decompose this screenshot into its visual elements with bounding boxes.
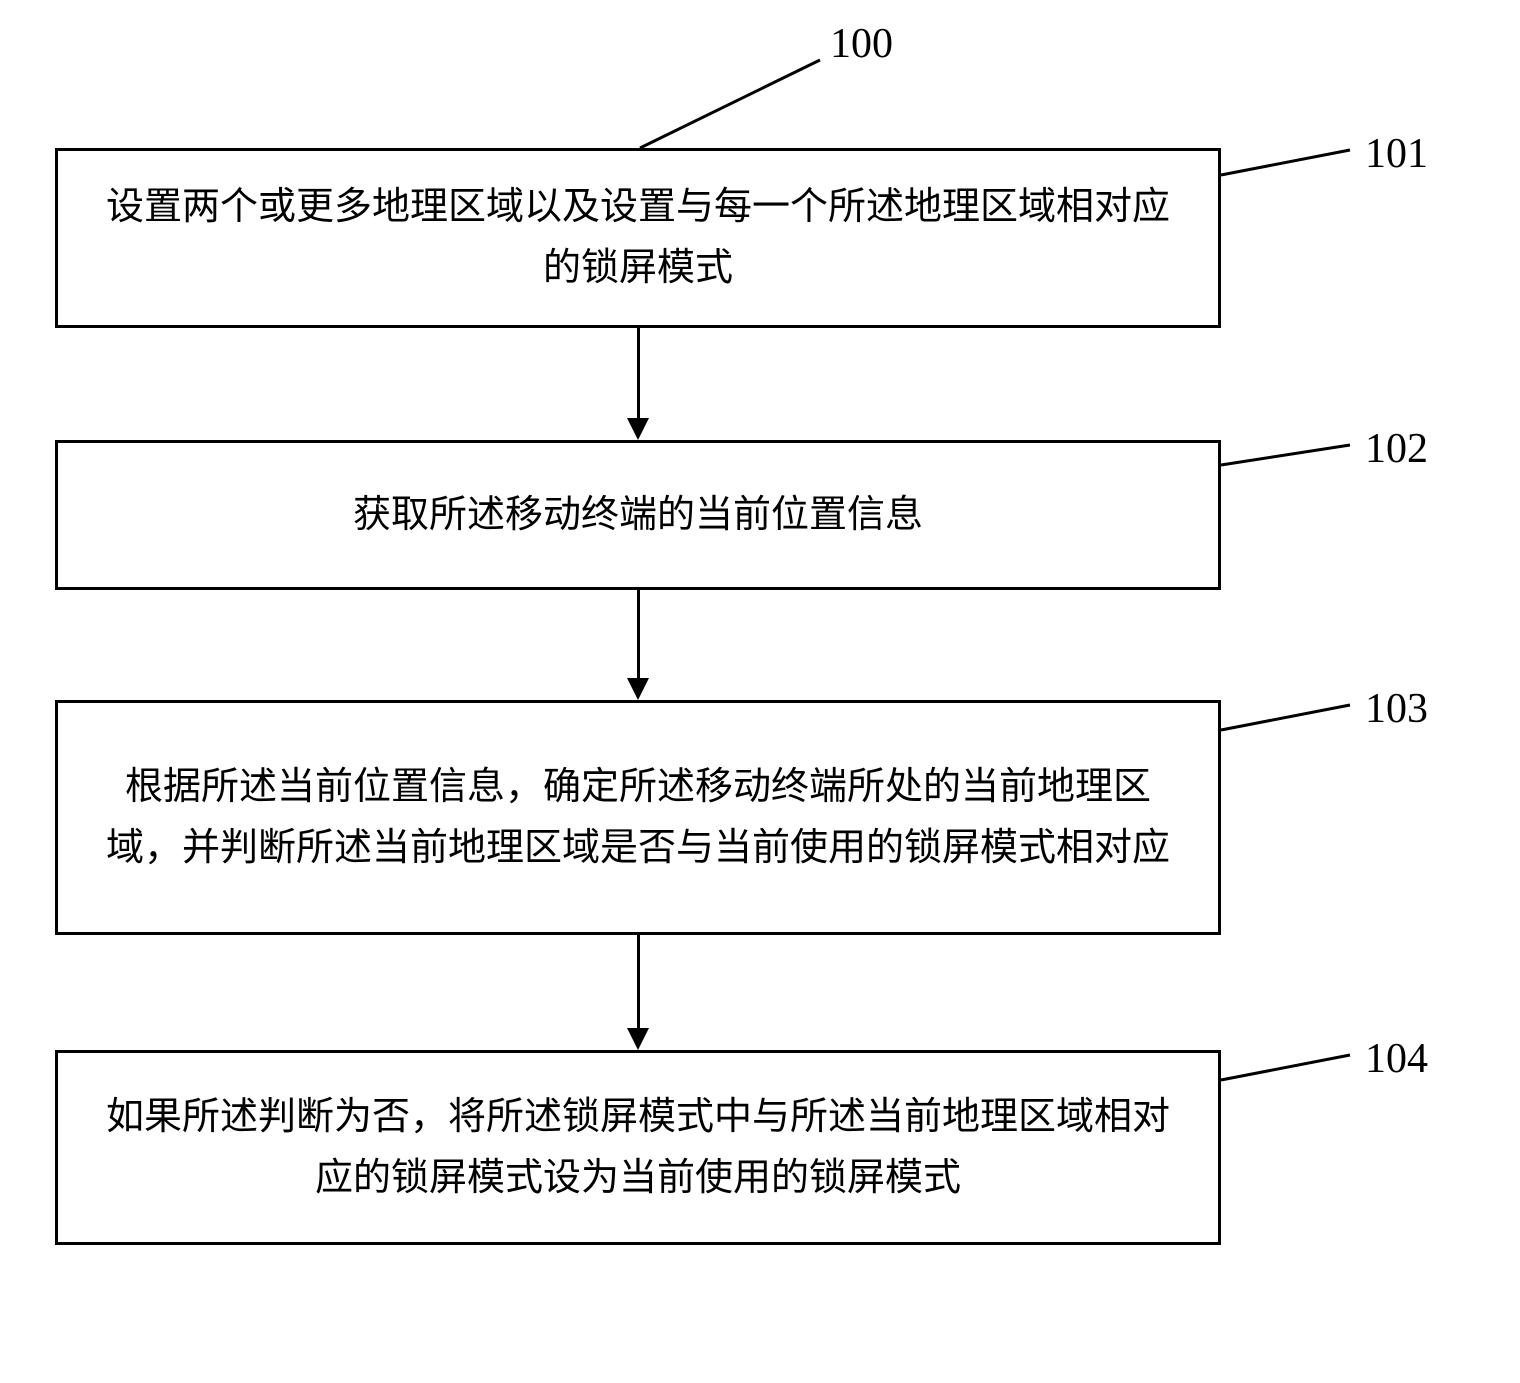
step-box-104: 如果所述判断为否，将所述锁屏模式中与所述当前地理区域相对应的锁屏模式设为当前使用… <box>55 1050 1221 1245</box>
step-text-102: 获取所述移动终端的当前位置信息 <box>353 485 923 546</box>
step-text-101: 设置两个或更多地理区域以及设置与每一个所述地理区域相对应的锁屏模式 <box>98 177 1178 299</box>
title-label-text: 100 <box>830 21 893 67</box>
title-label: 100 <box>830 20 893 68</box>
step-label-text-104: 104 <box>1365 1036 1428 1082</box>
step-text-103: 根据所述当前位置信息，确定所述移动终端所处的当前地理区域，并判断所述当前地理区域… <box>98 757 1178 879</box>
step-label-104: 104 <box>1365 1035 1428 1083</box>
step-text-104: 如果所述判断为否，将所述锁屏模式中与所述当前地理区域相对应的锁屏模式设为当前使用… <box>98 1087 1178 1209</box>
step-label-text-103: 103 <box>1365 686 1428 732</box>
step-label-text-101: 101 <box>1365 131 1428 177</box>
step-label-102: 102 <box>1365 425 1428 473</box>
step-box-103: 根据所述当前位置信息，确定所述移动终端所处的当前地理区域，并判断所述当前地理区域… <box>55 700 1221 935</box>
step-label-text-102: 102 <box>1365 426 1428 472</box>
flowchart-container: 100 设置两个或更多地理区域以及设置与每一个所述地理区域相对应的锁屏模式 10… <box>0 0 1520 1383</box>
step-label-103: 103 <box>1365 685 1428 733</box>
step-box-101: 设置两个或更多地理区域以及设置与每一个所述地理区域相对应的锁屏模式 <box>55 148 1221 328</box>
step-box-102: 获取所述移动终端的当前位置信息 <box>55 440 1221 590</box>
step-label-101: 101 <box>1365 130 1428 178</box>
